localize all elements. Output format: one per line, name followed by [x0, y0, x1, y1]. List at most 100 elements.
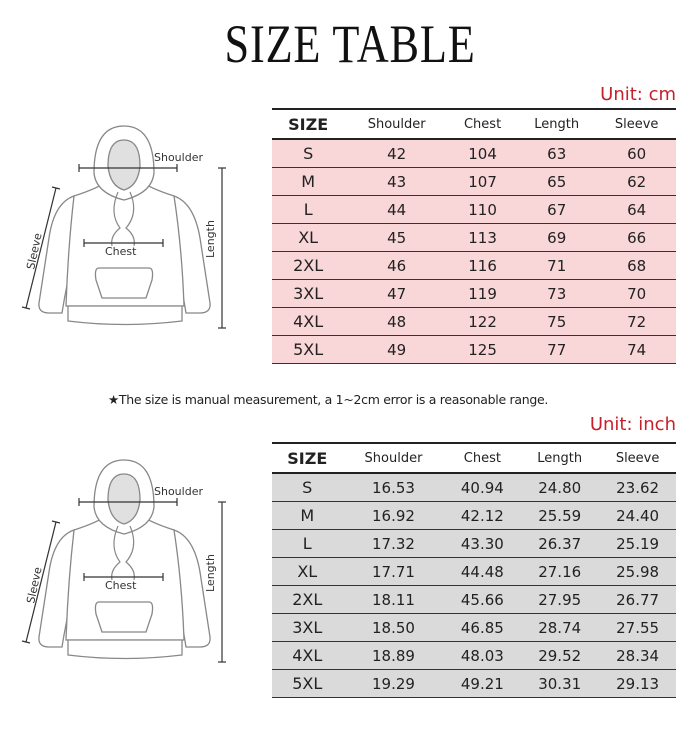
table-row: S 16.53 40.94 24.80 23.62: [272, 473, 676, 502]
measurement-cell: 74: [597, 335, 676, 364]
size-cell: S: [272, 139, 345, 168]
measurement-cell: 17.71: [342, 557, 445, 586]
measurement-cell: 44: [344, 195, 449, 224]
measurement-cell: 63: [516, 139, 598, 168]
column-header: Shoulder: [344, 108, 449, 140]
measurement-cell: 69: [516, 223, 598, 252]
table-row: 4XL 48 122 75 72: [272, 307, 676, 336]
table-row: S 42 104 63 60: [272, 139, 676, 168]
measurement-cell: 113: [448, 223, 517, 252]
measurement-cell: 48: [344, 307, 449, 336]
page-title: SIZE TABLE: [224, 14, 476, 74]
length-label: Length: [204, 554, 217, 592]
size-cell: 3XL: [272, 613, 343, 642]
measurement-cell: 24.40: [599, 501, 676, 530]
table-row: 2XL 18.11 45.66 27.95 26.77: [272, 585, 676, 614]
size-table-cm: SIZE Shoulder Chest Length Sleeve S 42 104 63 60 M…: [272, 108, 676, 364]
measurement-cell: 17.32: [342, 529, 445, 558]
measurement-cell: 18.89: [342, 641, 445, 670]
measurement-cell: 75: [516, 307, 598, 336]
measurement-cell: 19.29: [342, 669, 445, 698]
measurement-cell: 29.13: [599, 669, 676, 698]
measurement-cell: 44.48: [444, 557, 521, 586]
measurement-cell: 27.95: [520, 585, 600, 614]
measurement-cell: 25.19: [599, 529, 676, 558]
table-row: XL 17.71 44.48 27.16 25.98: [272, 557, 676, 586]
table-row: 5XL 49 125 77 74: [272, 335, 676, 364]
column-header: Shoulder: [342, 442, 445, 474]
measurement-cell: 25.59: [520, 501, 600, 530]
measurement-cell: 104: [448, 139, 517, 168]
measurement-cell: 125: [448, 335, 517, 364]
measurement-cell: 72: [597, 307, 676, 336]
table-row: 3XL 18.50 46.85 28.74 27.55: [272, 613, 676, 642]
measurement-cell: 65: [516, 167, 598, 196]
measurement-cell: 43: [344, 167, 449, 196]
unit-label-cm: Unit: cm: [600, 84, 676, 105]
column-header: Sleeve: [599, 442, 676, 474]
size-cell: 4XL: [272, 641, 343, 670]
size-cell: XL: [272, 223, 345, 252]
column-header: Length: [516, 108, 598, 140]
measurement-cell: 28.74: [520, 613, 600, 642]
size-cell: 2XL: [272, 585, 343, 614]
measurement-cell: 25.98: [599, 557, 676, 586]
hoodie-measurement-diagram: Shoulder Chest Length Sleeve: [14, 452, 239, 672]
shoulder-label: Shoulder: [154, 151, 203, 164]
measurement-cell: 30.31: [520, 669, 600, 698]
measurement-cell: 66: [597, 223, 676, 252]
measurement-cell: 73: [516, 279, 598, 308]
measurement-cell: 70: [597, 279, 676, 308]
measurement-cell: 26.77: [599, 585, 676, 614]
measurement-cell: 77: [516, 335, 598, 364]
measurement-cell: 46.85: [444, 613, 521, 642]
chest-label: Chest: [105, 579, 137, 592]
unit-label-inch: Unit: inch: [589, 414, 676, 435]
measurement-cell: 18.11: [342, 585, 445, 614]
measurement-cell: 122: [448, 307, 517, 336]
column-header: Sleeve: [597, 108, 676, 140]
measurement-note: ★The size is manual measurement, a 1~2cm…: [108, 392, 549, 407]
hoodie-measurement-diagram: Shoulder Chest Length Sleeve: [14, 118, 239, 338]
table-row: 2XL 46 116 71 68: [272, 251, 676, 280]
measurement-cell: 62: [597, 167, 676, 196]
size-cell: 5XL: [272, 335, 345, 364]
sleeve-label: Sleeve: [24, 566, 44, 605]
sleeve-label: Sleeve: [24, 232, 44, 271]
column-header: Length: [520, 442, 600, 474]
measurement-cell: 46: [344, 251, 449, 280]
measurement-cell: 67: [516, 195, 598, 224]
column-header: Chest: [444, 442, 521, 474]
table-row: 5XL 19.29 49.21 30.31 29.13: [272, 669, 676, 698]
measurement-cell: 49.21: [444, 669, 521, 698]
column-header: SIZE: [272, 442, 343, 474]
measurement-cell: 28.34: [599, 641, 676, 670]
measurement-cell: 43.30: [444, 529, 521, 558]
measurement-cell: 110: [448, 195, 517, 224]
column-header: Chest: [448, 108, 517, 140]
size-cell: XL: [272, 557, 343, 586]
size-table-inch: SIZE Shoulder Chest Length Sleeve S 16.53 40.94…: [272, 442, 676, 698]
measurement-cell: 16.53: [342, 473, 445, 502]
measurement-cell: 23.62: [599, 473, 676, 502]
chest-label: Chest: [105, 245, 137, 258]
size-cell: L: [272, 195, 345, 224]
measurement-cell: 116: [448, 251, 517, 280]
size-cell: 4XL: [272, 307, 345, 336]
size-cell: 5XL: [272, 669, 343, 698]
measurement-cell: 42.12: [444, 501, 521, 530]
measurement-cell: 119: [448, 279, 517, 308]
size-cell: L: [272, 529, 343, 558]
shoulder-label: Shoulder: [154, 485, 203, 498]
measurement-cell: 27.16: [520, 557, 600, 586]
measurement-cell: 40.94: [444, 473, 521, 502]
length-label: Length: [204, 220, 217, 258]
measurement-cell: 49: [344, 335, 449, 364]
measurement-cell: 18.50: [342, 613, 445, 642]
table-header-row: SIZE Shoulder Chest Length Sleeve: [272, 108, 676, 140]
measurement-cell: 45: [344, 223, 449, 252]
size-cell: M: [272, 167, 345, 196]
measurement-cell: 107: [448, 167, 517, 196]
table-row: 3XL 47 119 73 70: [272, 279, 676, 308]
measurement-cell: 71: [516, 251, 598, 280]
